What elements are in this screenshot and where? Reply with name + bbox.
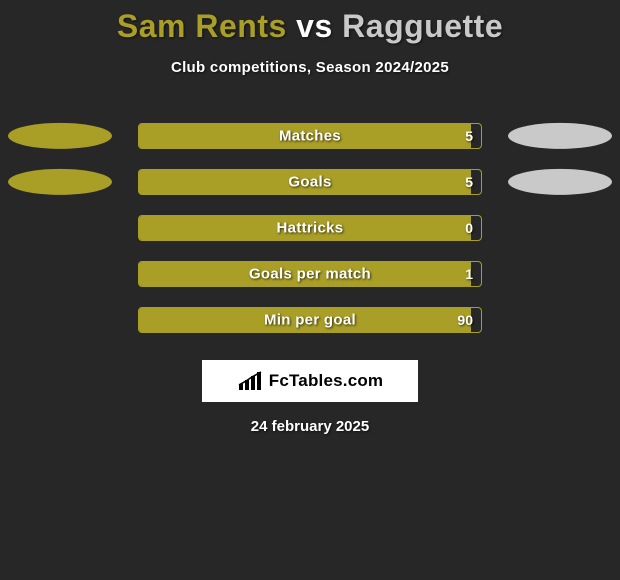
stat-row: Matches5 xyxy=(0,116,620,162)
stat-row: Hattricks0 xyxy=(0,208,620,254)
stat-value: 5 xyxy=(465,128,473,144)
stat-row: Goals per match1 xyxy=(0,254,620,300)
stat-row: Goals5 xyxy=(0,162,620,208)
title-player1: Sam Rents xyxy=(117,8,287,44)
stat-label: Matches xyxy=(139,128,481,145)
date-label: 24 february 2025 xyxy=(0,418,620,435)
page-title: Sam Rents vs Ragguette xyxy=(0,0,620,45)
stat-bar: Goals5 xyxy=(138,169,482,195)
stat-value: 1 xyxy=(465,266,473,282)
brand-badge: FcTables.com xyxy=(202,360,418,402)
player2-ellipse xyxy=(508,123,612,149)
stat-value: 0 xyxy=(465,220,473,236)
title-player2: Ragguette xyxy=(342,8,503,44)
stat-value: 5 xyxy=(465,174,473,190)
stat-bar: Matches5 xyxy=(138,123,482,149)
brand-text: FcTables.com xyxy=(269,371,384,391)
subtitle: Club competitions, Season 2024/2025 xyxy=(0,59,620,76)
stat-value: 90 xyxy=(457,312,473,328)
stat-label: Min per goal xyxy=(139,312,481,329)
stats-list: Matches5Goals5Hattricks0Goals per match1… xyxy=(0,116,620,346)
stat-label: Hattricks xyxy=(139,220,481,237)
player1-ellipse xyxy=(8,123,112,149)
stat-bar: Min per goal90 xyxy=(138,307,482,333)
stat-bar: Goals per match1 xyxy=(138,261,482,287)
stat-row: Min per goal90 xyxy=(0,300,620,346)
stat-label: Goals xyxy=(139,174,481,191)
player2-ellipse xyxy=(508,169,612,195)
stat-bar: Hattricks0 xyxy=(138,215,482,241)
bars-icon xyxy=(237,370,265,392)
title-vs: vs xyxy=(296,8,333,44)
player1-ellipse xyxy=(8,169,112,195)
stat-label: Goals per match xyxy=(139,266,481,283)
